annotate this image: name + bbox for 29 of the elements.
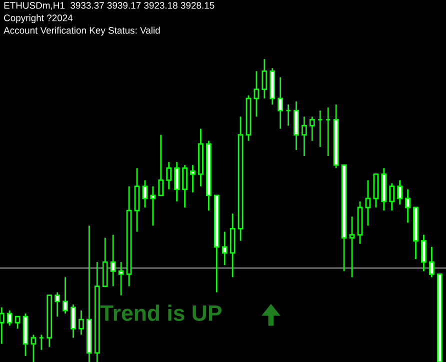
candlestick <box>110 234 116 287</box>
candlestick <box>94 261 100 362</box>
candlestick <box>118 261 124 296</box>
candlestick <box>190 164 196 194</box>
candlestick <box>174 161 180 202</box>
candlestick <box>294 100 299 151</box>
candlestick <box>365 180 371 226</box>
candlestick <box>302 116 307 157</box>
candlestick <box>254 70 260 118</box>
candlestick <box>0 306 4 345</box>
candlestick <box>230 212 236 278</box>
candlestick <box>278 76 284 130</box>
candlestick <box>262 58 268 100</box>
candlestick <box>349 216 355 278</box>
candlestick <box>150 186 156 226</box>
candlestick <box>405 188 410 224</box>
candlestick <box>126 186 132 287</box>
candlestick <box>222 231 228 266</box>
candlestick <box>381 167 387 212</box>
candlestick <box>198 128 204 187</box>
candlestick <box>134 167 140 232</box>
candlestick <box>397 180 402 206</box>
candlestick <box>166 161 172 190</box>
chart-title: ETHUSDm,H1 3933.37 3939.17 3923.18 3928.15 <box>4 2 214 10</box>
text: Copyright ?2024 <box>4 14 73 24</box>
annotation: Trend is UP <box>100 304 222 321</box>
text: Account Verification Key Status: Valid <box>4 26 160 36</box>
candlestick <box>238 116 244 242</box>
candlestick <box>86 224 92 362</box>
